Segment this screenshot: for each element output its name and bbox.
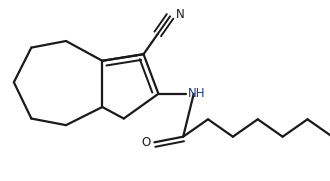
- Text: N: N: [176, 8, 185, 21]
- Text: O: O: [141, 136, 150, 149]
- Text: NH: NH: [188, 87, 206, 100]
